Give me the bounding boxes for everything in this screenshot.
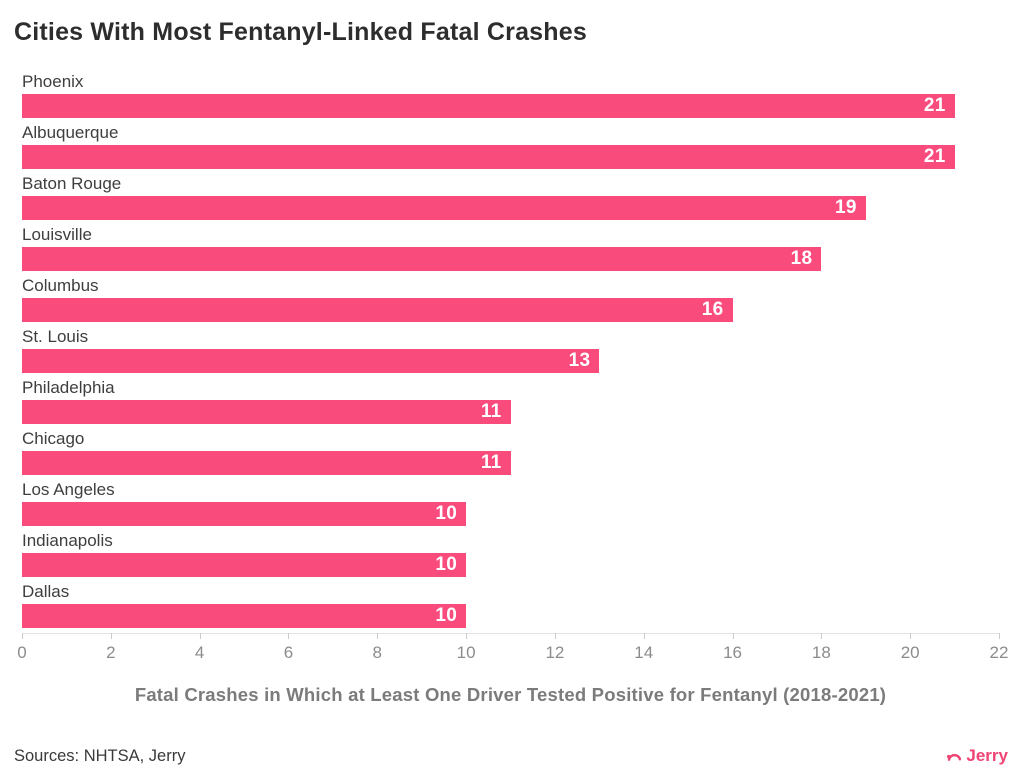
x-axis-tick-mark (377, 633, 379, 639)
bar-value-label: 19 (835, 197, 857, 218)
bar-value-label: 10 (435, 554, 458, 575)
bar: 21 (22, 145, 955, 169)
bar-value-label: 10 (435, 605, 458, 626)
category-label: Philadelphia (22, 378, 115, 397)
x-axis-title: Fatal Crashes in Which at Least One Driv… (134, 684, 887, 705)
bar-row: Columbus 16 (22, 276, 999, 322)
bar: 19 (22, 196, 866, 220)
bar-value-label: 21 (923, 146, 946, 167)
category-label: Columbus (22, 276, 99, 295)
x-axis-tick-label: 0 (17, 643, 27, 662)
x-axis-tick-mark (466, 633, 468, 639)
x-axis-tick-label: 18 (811, 643, 831, 662)
bar-value-label: 11 (480, 401, 502, 422)
x-axis-tick-label: 16 (723, 643, 742, 662)
category-label: Louisville (22, 225, 92, 244)
category-label: Indianapolis (22, 531, 113, 550)
category-label: Phoenix (22, 72, 84, 91)
x-axis-tick-label: 14 (634, 643, 654, 662)
x-axis-tick-mark (199, 633, 201, 639)
bar-value-label: 13 (568, 350, 591, 371)
bar-row: Baton Rouge 19 (22, 174, 999, 220)
bar-row: Los Angeles 10 (22, 480, 999, 526)
x-axis-tick-label: 6 (283, 643, 294, 662)
bar: 18 (22, 247, 822, 271)
x-axis-line (22, 633, 1000, 639)
x-axis-tick-mark (821, 633, 823, 639)
bar: 10 (22, 502, 467, 526)
bar: 21 (22, 94, 955, 118)
x-axis-tick-label: 4 (194, 643, 205, 662)
chart-title: Cities With Most Fentanyl-Linked Fatal C… (14, 18, 587, 46)
x-axis-tick-label: 8 (372, 643, 382, 662)
bar-chart: Phoenix 21 Albuquerque 21 Baton Rouge 19 Louis… (17, 72, 1008, 706)
bar-row: Indianapolis 10 (22, 531, 999, 577)
bar-value-label: 10 (435, 503, 458, 524)
bar: 11 (22, 400, 511, 424)
x-axis-tick-label: 22 (989, 643, 1009, 662)
bar: 11 (22, 451, 511, 475)
bar: 10 (22, 553, 467, 577)
x-axis-tick-mark (22, 633, 23, 639)
brand-name: Jerry (966, 746, 1008, 765)
x-axis-tick-mark (910, 633, 912, 639)
bar-row: St. Louis 13 (22, 327, 999, 373)
bar-row: Philadelphia 11 (22, 378, 999, 424)
x-axis-tick-mark (643, 633, 645, 639)
bar-value-label: 18 (790, 248, 813, 269)
brand-logo: Jerry (946, 746, 1008, 766)
bar: 16 (22, 298, 733, 322)
jerry-swoosh-icon (946, 749, 962, 763)
x-axis-tick-mark (732, 633, 734, 639)
bar-row: Albuquerque 21 (22, 123, 999, 169)
x-axis-tick-mark (110, 633, 112, 639)
category-label: Los Angeles (22, 480, 115, 499)
sources-text: Sources: NHTSA, Jerry (14, 747, 186, 765)
chart-page: Cities With Most Fentanyl-Linked Fatal C… (14, 18, 1008, 765)
x-axis-tick-mark (554, 633, 556, 639)
x-axis-ticks: 0 2 4 6 8 10 12 14 16 18 20 22 (17, 634, 1008, 670)
x-axis-tick-label: 2 (106, 643, 116, 662)
x-axis-tick-label: 12 (545, 643, 565, 662)
bar-row: Dallas 10 (22, 582, 999, 628)
bar: 10 (22, 604, 467, 628)
category-label: Chicago (22, 429, 85, 448)
category-label: Dallas (22, 582, 70, 601)
bar-row: Chicago 11 (22, 429, 999, 475)
bar: 13 (22, 349, 600, 373)
category-label: Baton Rouge (22, 174, 122, 193)
bar-row: Phoenix 21 (22, 72, 999, 118)
x-axis-tick-label: 20 (900, 643, 920, 662)
bar-value-label: 21 (923, 95, 946, 116)
category-label: St. Louis (22, 327, 89, 346)
bar-row: Louisville 18 (22, 225, 999, 271)
x-axis-tick-mark (288, 633, 290, 639)
footer: Sources: NHTSA, Jerry Jerry (14, 746, 1008, 766)
bar-rows: Phoenix 21 Albuquerque 21 Baton Rouge 19 Louis… (22, 72, 999, 628)
bar-value-label: 11 (480, 452, 502, 473)
x-axis-tick-label: 10 (456, 643, 476, 662)
category-label: Albuquerque (22, 123, 119, 142)
x-axis-tick-mark (999, 633, 1000, 639)
bar-value-label: 16 (701, 299, 724, 320)
